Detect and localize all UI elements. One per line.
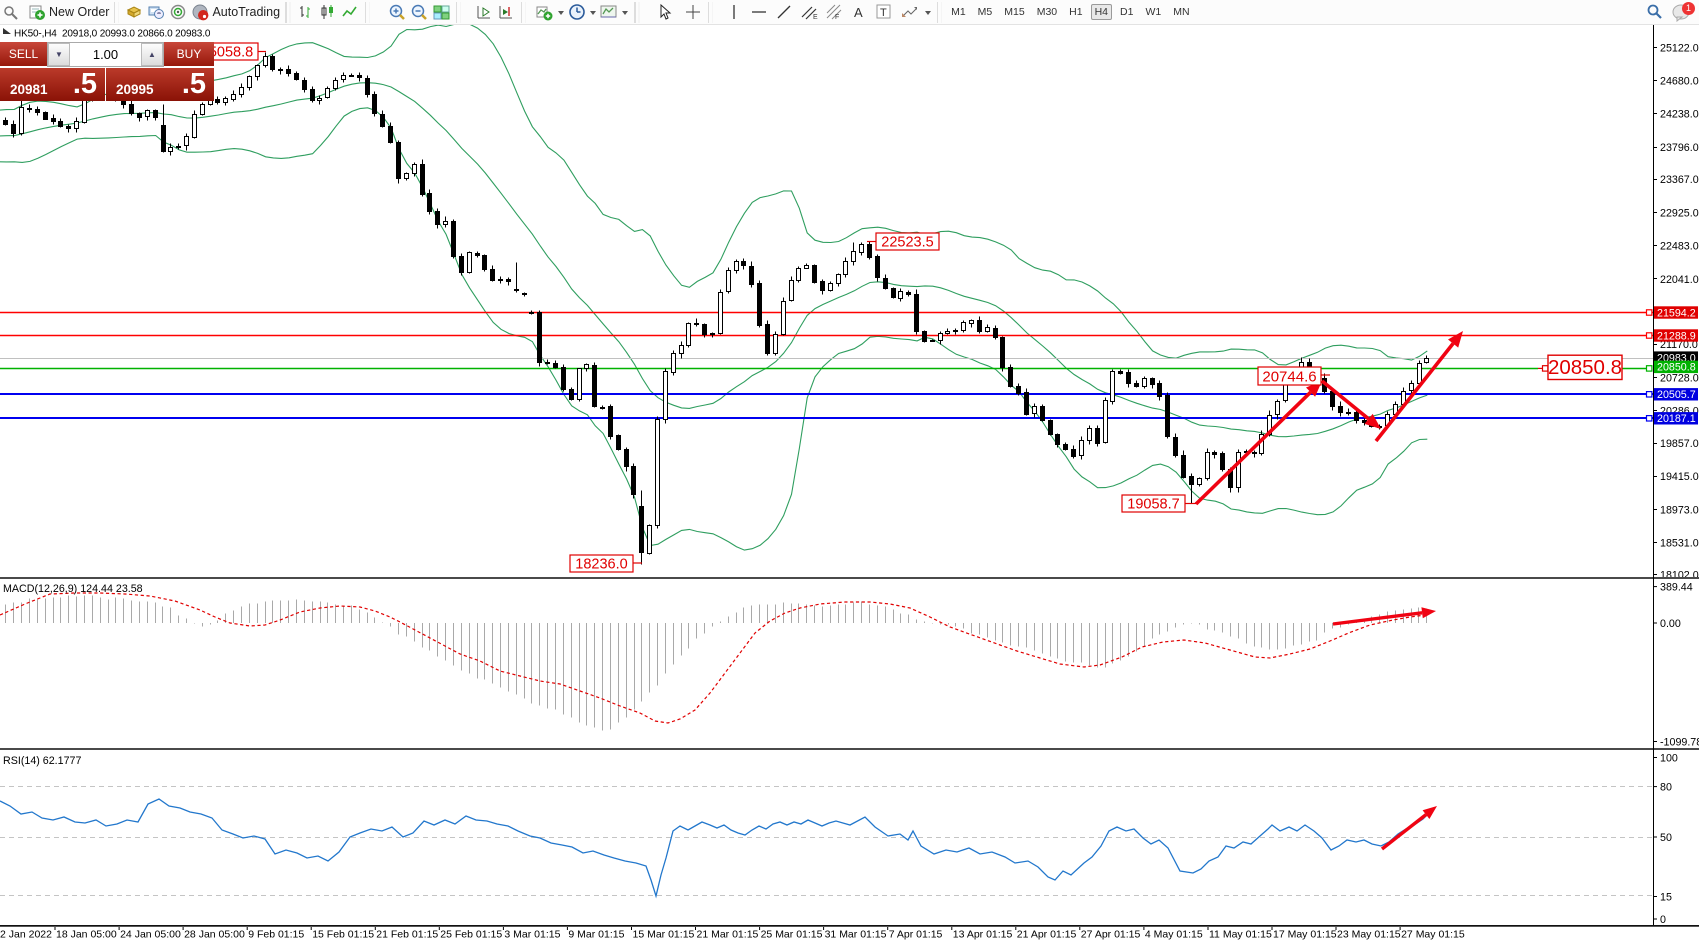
- svg-text:MACD(12,26,9) 124.44 23.58: MACD(12,26,9) 124.44 23.58: [3, 583, 143, 595]
- svg-text:19058.7: 19058.7: [1127, 497, 1179, 513]
- svg-text:25 Feb 01:15: 25 Feb 01:15: [440, 929, 502, 941]
- svg-text:23796.0: 23796.0: [1660, 142, 1699, 154]
- svg-text:3 Mar 01:15: 3 Mar 01:15: [504, 929, 560, 941]
- svg-text:RSI(14) 62.1777: RSI(14) 62.1777: [3, 755, 81, 767]
- svg-text:20850.8: 20850.8: [1548, 356, 1622, 379]
- svg-text:100: 100: [1660, 752, 1678, 764]
- svg-text:15 Mar 01:15: 15 Mar 01:15: [633, 929, 695, 941]
- svg-text:4 May 01:15: 4 May 01:15: [1145, 929, 1203, 941]
- svg-text:2 Jan 2022: 2 Jan 2022: [0, 929, 52, 941]
- svg-text:24238.0: 24238.0: [1660, 109, 1699, 121]
- svg-text:11 May 01:15: 11 May 01:15: [1209, 929, 1272, 941]
- svg-text:24680.0: 24680.0: [1660, 76, 1699, 88]
- svg-text:25122.0: 25122.0: [1660, 42, 1699, 54]
- svg-text:21288.9: 21288.9: [1657, 330, 1696, 342]
- svg-text:22523.5: 22523.5: [881, 235, 933, 251]
- svg-text:9 Feb 01:15: 9 Feb 01:15: [248, 929, 304, 941]
- svg-text:18973.0: 18973.0: [1660, 504, 1699, 516]
- svg-text:50: 50: [1660, 832, 1672, 844]
- svg-text:20187.1: 20187.1: [1657, 413, 1696, 425]
- svg-text:18531.0: 18531.0: [1660, 538, 1699, 550]
- svg-text:20505.7: 20505.7: [1657, 389, 1696, 401]
- svg-text:24 Jan 05:00: 24 Jan 05:00: [120, 929, 181, 941]
- svg-text:F: F: [835, 14, 839, 21]
- svg-text:20744.6: 20744.6: [1262, 368, 1316, 385]
- svg-text:27 Apr 01:15: 27 Apr 01:15: [1081, 929, 1141, 941]
- svg-text:13 Apr 01:15: 13 Apr 01:15: [953, 929, 1013, 941]
- svg-text:18236.0: 18236.0: [575, 557, 627, 573]
- svg-text:17 May 01:15: 17 May 01:15: [1273, 929, 1337, 941]
- svg-text:23367.0: 23367.0: [1660, 174, 1699, 186]
- svg-text:27 May 01:15: 27 May 01:15: [1401, 929, 1465, 941]
- svg-text:18102.0: 18102.0: [1660, 570, 1699, 582]
- svg-text:15: 15: [1660, 891, 1672, 903]
- svg-text:22925.0: 22925.0: [1660, 207, 1699, 219]
- svg-text:22041.0: 22041.0: [1660, 274, 1699, 286]
- svg-text:21 Feb 01:15: 21 Feb 01:15: [376, 929, 438, 941]
- svg-text:19415.0: 19415.0: [1660, 471, 1699, 483]
- svg-text:0: 0: [1660, 914, 1666, 926]
- svg-text:28 Jan 05:00: 28 Jan 05:00: [184, 929, 245, 941]
- svg-text:389.44: 389.44: [1660, 581, 1693, 593]
- svg-text:21 Apr 01:15: 21 Apr 01:15: [1017, 929, 1077, 941]
- svg-text:19857.0: 19857.0: [1660, 438, 1699, 450]
- svg-text:22483.0: 22483.0: [1660, 241, 1699, 253]
- svg-text:20850.8: 20850.8: [1657, 362, 1696, 374]
- svg-text:T: T: [880, 7, 887, 19]
- svg-text:21 Mar 01:15: 21 Mar 01:15: [697, 929, 759, 941]
- svg-text:18 Jan 05:00: 18 Jan 05:00: [56, 929, 117, 941]
- svg-text:80: 80: [1660, 781, 1672, 793]
- svg-text:21170.0: 21170.0: [1660, 339, 1698, 351]
- svg-text:7 Apr 01:15: 7 Apr 01:15: [889, 929, 943, 941]
- svg-text:HK50-,H4 20918,0 20993.0 2086: HK50-,H4 20918,0 20993.0 20866.0 20983.0: [14, 29, 211, 40]
- svg-text:25 Mar 01:15: 25 Mar 01:15: [761, 929, 823, 941]
- svg-text:A: A: [854, 5, 863, 20]
- svg-text:20728.0: 20728.0: [1660, 372, 1699, 384]
- svg-text:15 Feb 01:15: 15 Feb 01:15: [312, 929, 374, 941]
- svg-text:31 Mar 01:15: 31 Mar 01:15: [825, 929, 887, 941]
- svg-text:9 Mar 01:15: 9 Mar 01:15: [568, 929, 624, 941]
- svg-text:0.00: 0.00: [1660, 618, 1681, 630]
- svg-text:21594.2: 21594.2: [1657, 307, 1696, 319]
- svg-text:-1099.78: -1099.78: [1660, 736, 1699, 748]
- svg-text:23 May 01:15: 23 May 01:15: [1337, 929, 1401, 941]
- svg-text:E: E: [813, 14, 818, 21]
